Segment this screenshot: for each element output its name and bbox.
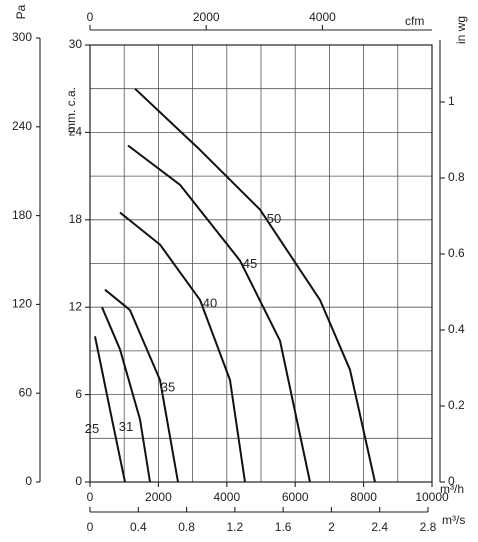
x-tick-label: 4000 — [213, 490, 240, 504]
curve-label: 31 — [119, 419, 133, 434]
x-tick-label: 0 — [87, 490, 94, 504]
m3s-tick-label: 2 — [328, 520, 335, 534]
m3s-tick-label: 1.2 — [227, 520, 244, 534]
pa-axis-title: Pa — [14, 4, 28, 19]
curve-label: 25 — [85, 421, 99, 436]
inwg-tick-label: 1 — [448, 94, 455, 108]
y-tick-label: 0 — [75, 474, 82, 488]
inwg-tick-label: 0.2 — [448, 398, 465, 412]
fan-curve — [104, 288, 179, 483]
m3s-tick-label: 2.4 — [371, 520, 388, 534]
x-tick-label: 2000 — [145, 490, 172, 504]
m3s-tick-label: 2.8 — [420, 520, 437, 534]
cfm-tick-label: 2000 — [193, 10, 220, 24]
curve-label: 40 — [203, 295, 217, 310]
inwg-tick-label: 0 — [448, 474, 455, 488]
y-axis-title: mm. c.a. — [64, 87, 78, 133]
inwg-tick-label: 0.6 — [448, 246, 465, 260]
x-tick-label: 8000 — [350, 490, 377, 504]
m3s-tick-label: 1.6 — [275, 520, 292, 534]
x-tick-label: 6000 — [282, 490, 309, 504]
cfm-tick-label: 4000 — [309, 10, 336, 24]
pa-tick-label: 0 — [25, 474, 32, 488]
x-axis-title: m³/h — [440, 482, 464, 496]
m3s-tick-label: 0 — [87, 520, 94, 534]
plot-frame — [89, 44, 433, 483]
y-tick-label: 12 — [69, 299, 83, 313]
x-tick-label: 10000 — [415, 490, 449, 504]
cfm-axis-title: cfm — [405, 14, 424, 28]
curve-label: 45 — [243, 256, 257, 271]
y-tick-label: 18 — [69, 212, 83, 226]
fan-curve — [101, 306, 151, 483]
curve-label: 50 — [267, 211, 281, 226]
y-tick-label: 24 — [69, 125, 83, 139]
fan-curve — [127, 144, 311, 483]
inwg-axis-title: in wg — [454, 16, 468, 44]
fan-curve — [134, 87, 376, 483]
pa-tick-label: 180 — [12, 208, 32, 222]
inwg-tick-label: 0.8 — [448, 170, 465, 184]
pa-tick-label: 240 — [12, 119, 32, 133]
fan-curve — [94, 336, 126, 483]
y-tick-label: 6 — [75, 387, 82, 401]
pa-tick-label: 120 — [12, 297, 32, 311]
fan-curve — [119, 211, 246, 483]
cfm-tick-label: 0 — [87, 10, 94, 24]
m3s-tick-label: 0.8 — [178, 520, 195, 534]
pa-tick-label: 60 — [19, 385, 33, 399]
m3s-axis-title: m³/s — [442, 513, 465, 527]
y-tick-label: 30 — [69, 37, 83, 51]
inwg-tick-label: 0.4 — [448, 322, 465, 336]
m3s-tick-label: 0.4 — [130, 520, 147, 534]
curve-label: 35 — [161, 379, 175, 394]
pa-tick-label: 300 — [12, 30, 32, 44]
